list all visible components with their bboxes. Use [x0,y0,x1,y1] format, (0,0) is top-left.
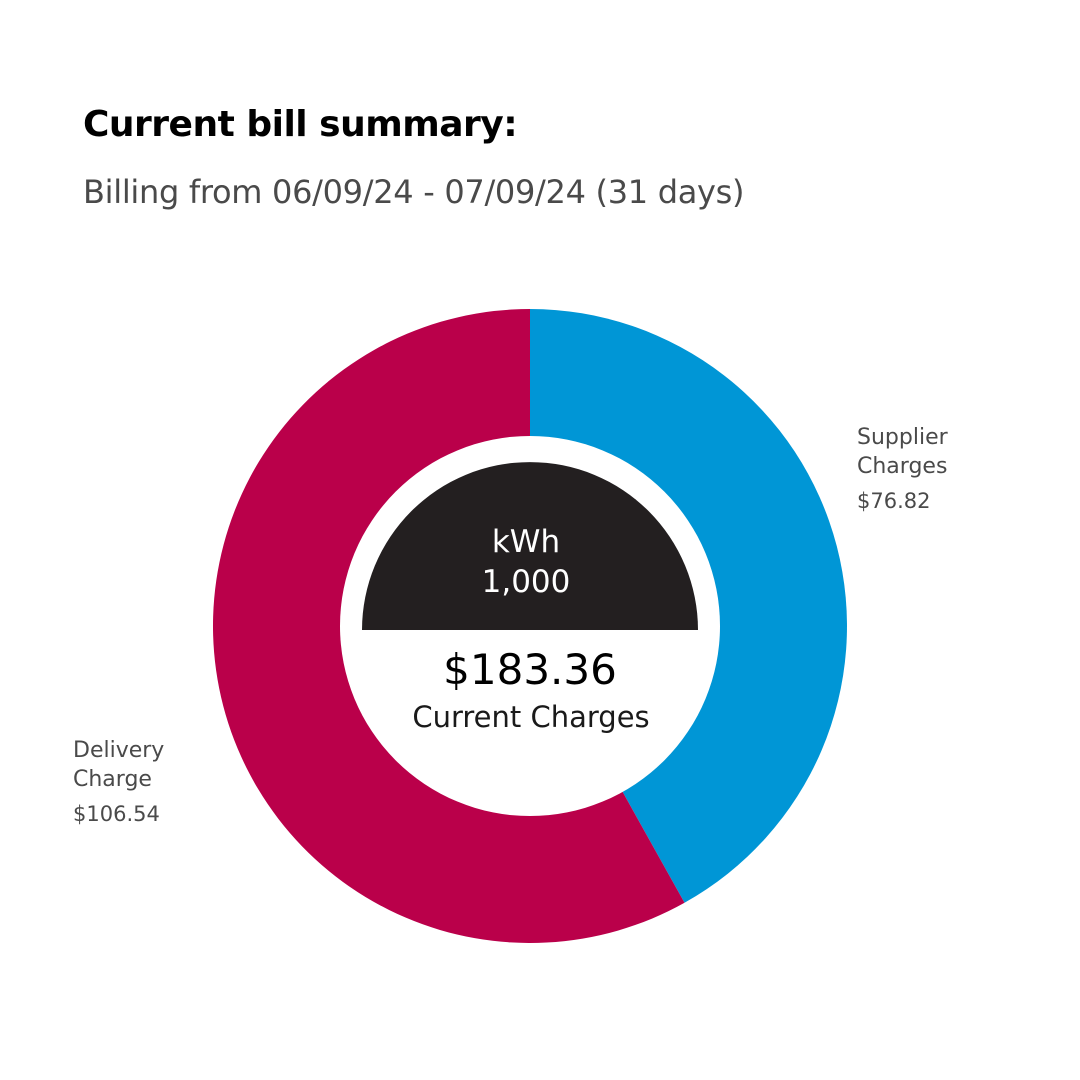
page-title: Current bill summary: [83,104,518,145]
slice-label-supplier: Supplier [857,425,949,450]
usage-semicircle [362,462,698,630]
slice-value-supplier: $76.82 [857,489,930,513]
slice-label-delivery: Delivery [73,738,164,763]
usage-label: kWh [492,524,560,560]
total-charges-label: Current Charges [412,700,649,734]
usage-value: 1,000 [482,564,571,600]
total-charges-amount: $183.36 [443,645,617,694]
billing-period: Billing from 06/09/24 - 07/09/24 (31 day… [83,173,745,211]
slice-labels: Supplier Charges $76.82 Delivery Charge $106.… [73,425,949,826]
slice-label-delivery: Charge [73,767,152,792]
slice-label-supplier: Charges [857,454,947,479]
slice-value-delivery: $106.54 [73,802,160,826]
